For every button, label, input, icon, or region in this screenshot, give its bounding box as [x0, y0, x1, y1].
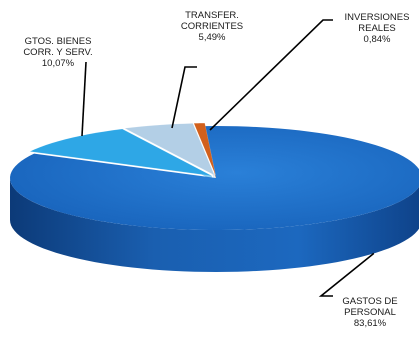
- leader-line-gastos-de-personal: [318, 252, 375, 297]
- leader-line-gtos-bienes-corr-y-serv: [81, 61, 87, 137]
- slice-label-gtos-bienes-corr-y-serv: GTOS. BIENES CORR. Y SERV. 10,07%: [23, 36, 92, 69]
- leader-line-transfer-corrientes: [171, 66, 197, 129]
- slice-name-line-gtos-bienes-corr-y-serv: CORR. Y SERV.: [23, 47, 92, 58]
- slice-transfer-corrientes: [123, 123, 215, 176]
- slice-inversiones-reales: [193, 122, 216, 176]
- slice-name-line-inversiones-reales: REALES: [358, 23, 396, 34]
- slice-name-line-gastos-de-personal: PERSONAL: [344, 307, 396, 318]
- slice-value-transfer-corrientes: 5,49%: [199, 32, 226, 43]
- slice-name-line-transfer-corrientes: TRANSFER.: [185, 10, 239, 21]
- slice-value-gtos-bienes-corr-y-serv: 10,07%: [42, 58, 75, 69]
- slice-gtos-bienes-corr-y-serv: [28, 128, 212, 177]
- slice-name-line-gastos-de-personal: GASTOS DE: [342, 296, 397, 307]
- slice-gastos-de-personal: [10, 126, 419, 230]
- slice-name-line-gtos-bienes-corr-y-serv: GTOS. BIENES: [25, 36, 92, 47]
- slice-label-transfer-corrientes: TRANSFER. CORRIENTES 5,49%: [181, 10, 243, 43]
- slice-value-inversiones-reales: 0,84%: [364, 34, 391, 45]
- leader-line-inversiones-reales: [209, 19, 333, 131]
- slice-label-inversiones-reales: INVERSIONES REALES 0,84%: [345, 12, 410, 45]
- slice-side-gastos-de-personal: [10, 178, 419, 272]
- slice-name-line-inversiones-reales: INVERSIONES: [345, 12, 410, 23]
- slice-name-line-transfer-corrientes: CORRIENTES: [181, 21, 243, 32]
- slice-label-gastos-de-personal: GASTOS DE PERSONAL 83,61%: [342, 296, 397, 329]
- slice-value-gastos-de-personal: 83,61%: [354, 318, 387, 329]
